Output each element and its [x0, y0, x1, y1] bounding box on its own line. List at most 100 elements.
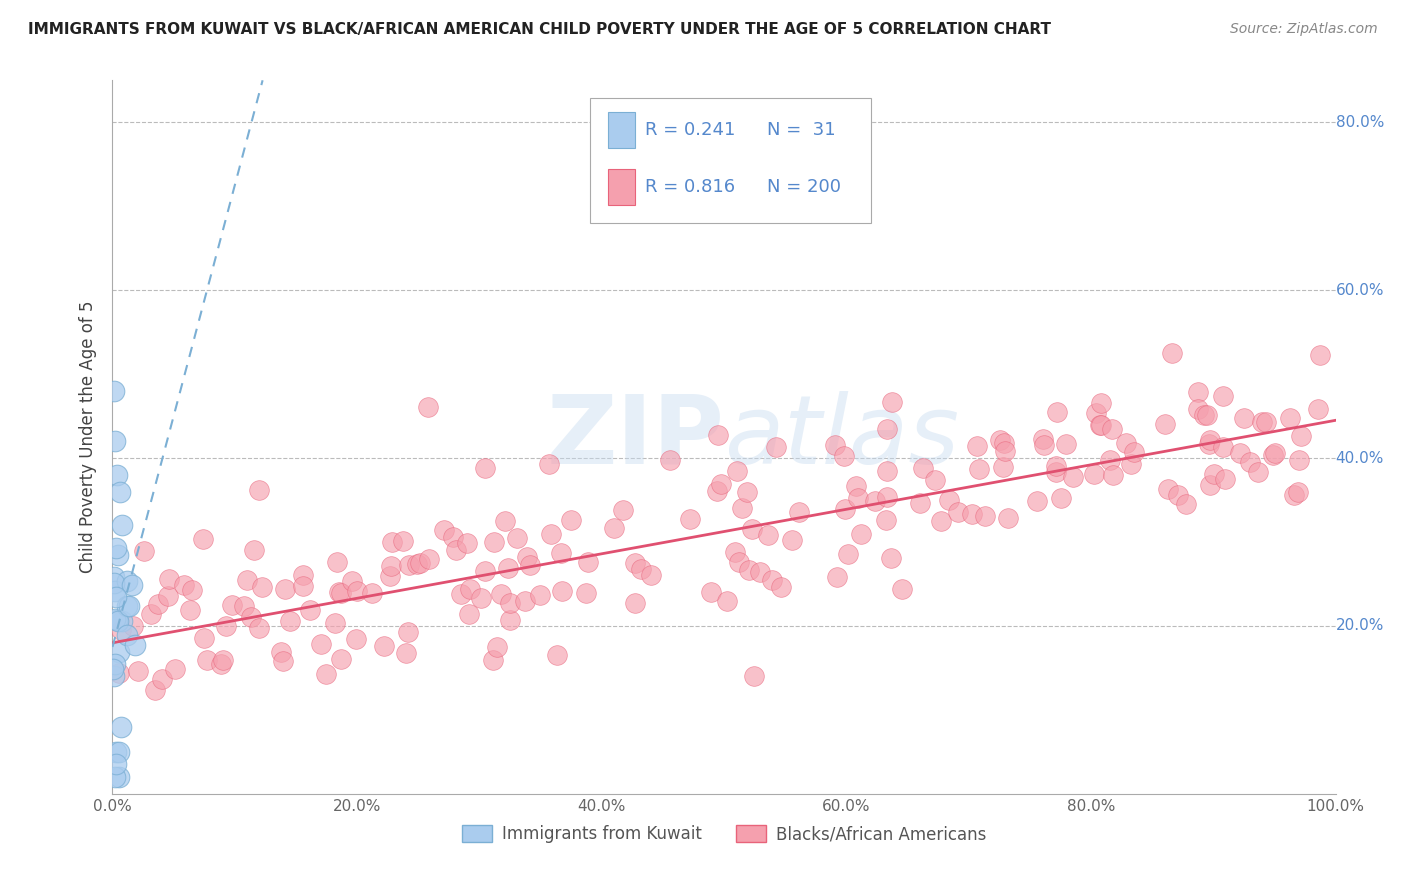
- Point: [1098, 453, 1121, 467]
- Point: [993, 436, 1015, 450]
- Point: [491, 587, 513, 601]
- Point: [298, 603, 321, 617]
- Point: [1202, 467, 1225, 481]
- Point: [236, 573, 259, 587]
- Point: [770, 580, 793, 594]
- Point: [127, 664, 149, 678]
- Point: [346, 584, 368, 599]
- Point: [195, 653, 218, 667]
- Point: [396, 625, 419, 640]
- Point: [103, 669, 125, 683]
- Point: [1045, 458, 1067, 473]
- Point: [1187, 384, 1209, 399]
- Point: [993, 459, 1015, 474]
- Point: [496, 561, 519, 575]
- Point: [121, 618, 143, 632]
- Point: [315, 667, 337, 681]
- Point: [108, 484, 131, 499]
- Point: [156, 590, 179, 604]
- Text: 20.0%: 20.0%: [1336, 618, 1384, 633]
- Point: [329, 586, 352, 600]
- Point: [1282, 488, 1305, 502]
- Point: [212, 653, 235, 667]
- Point: [323, 615, 346, 630]
- Point: [433, 523, 456, 537]
- Point: [994, 444, 1017, 458]
- Point: [706, 483, 728, 498]
- Point: [516, 550, 538, 565]
- Point: [967, 462, 990, 476]
- Point: [150, 672, 173, 686]
- Point: [104, 434, 127, 449]
- Point: [181, 583, 204, 598]
- Point: [329, 652, 352, 666]
- Point: [1062, 470, 1084, 484]
- Point: [416, 401, 439, 415]
- Point: [104, 770, 127, 784]
- Y-axis label: Child Poverty Under the Age of 5: Child Poverty Under the Age of 5: [79, 301, 97, 574]
- Point: [115, 599, 138, 613]
- Point: [1212, 389, 1234, 403]
- Point: [499, 613, 522, 627]
- Point: [1309, 348, 1331, 362]
- Point: [1045, 465, 1067, 479]
- Point: [1167, 488, 1189, 502]
- Point: [825, 570, 848, 584]
- Point: [482, 653, 505, 667]
- Point: [630, 561, 652, 575]
- Legend: Immigrants from Kuwait, Blacks/African Americans: Immigrants from Kuwait, Blacks/African A…: [456, 818, 993, 850]
- Point: [392, 534, 415, 549]
- Point: [1198, 437, 1220, 451]
- Point: [707, 427, 730, 442]
- Point: [1157, 482, 1180, 496]
- Point: [735, 484, 758, 499]
- Point: [551, 584, 574, 599]
- Text: ZIP: ZIP: [546, 391, 724, 483]
- Point: [474, 461, 496, 475]
- Point: [380, 559, 402, 574]
- Point: [974, 509, 997, 524]
- Point: [1123, 445, 1146, 459]
- Text: 60.0%: 60.0%: [1336, 283, 1384, 298]
- Point: [107, 548, 129, 562]
- Point: [103, 384, 125, 398]
- Point: [765, 440, 787, 454]
- Point: [824, 438, 846, 452]
- Point: [1263, 448, 1285, 462]
- Point: [744, 668, 766, 682]
- Point: [1239, 455, 1261, 469]
- Point: [108, 665, 131, 680]
- Point: [457, 607, 479, 621]
- Point: [107, 770, 129, 784]
- Point: [659, 452, 682, 467]
- Point: [278, 614, 301, 628]
- Point: [394, 646, 416, 660]
- Point: [103, 570, 125, 584]
- Point: [837, 547, 859, 561]
- Point: [1198, 477, 1220, 491]
- Point: [361, 586, 384, 600]
- Point: [1054, 437, 1077, 451]
- Point: [710, 477, 733, 491]
- Point: [1090, 395, 1112, 409]
- Point: [1250, 416, 1272, 430]
- Point: [1084, 406, 1107, 420]
- Point: [1194, 409, 1216, 423]
- Text: R = 0.816: R = 0.816: [644, 178, 735, 196]
- Point: [499, 596, 522, 610]
- Point: [1101, 422, 1123, 436]
- Point: [876, 464, 898, 478]
- FancyBboxPatch shape: [589, 98, 870, 223]
- Point: [104, 612, 127, 626]
- Point: [728, 554, 751, 568]
- Point: [1154, 417, 1177, 431]
- Point: [139, 607, 162, 621]
- Point: [938, 493, 960, 508]
- Point: [105, 467, 128, 482]
- Point: [749, 566, 772, 580]
- Point: [990, 433, 1012, 447]
- Point: [107, 614, 129, 628]
- Text: N =  31: N = 31: [766, 121, 835, 139]
- Point: [880, 551, 903, 566]
- Point: [418, 551, 440, 566]
